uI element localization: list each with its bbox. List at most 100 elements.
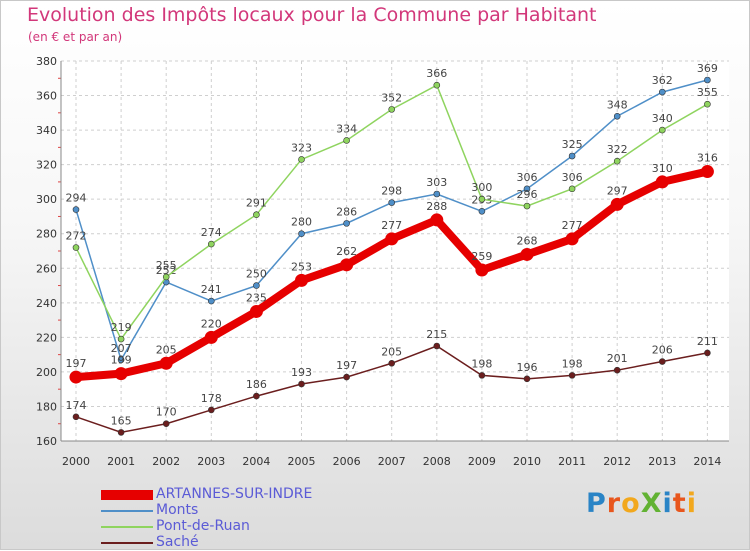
data-point-sach: [72, 413, 80, 421]
x-tick-label: 2001: [107, 455, 135, 468]
y-tick-label: 360: [36, 90, 57, 103]
data-point-sach: [478, 372, 486, 379]
logo-letter: r: [606, 488, 622, 519]
legend-label-pont-de-ruan: Pont-de-Ruan: [156, 518, 250, 534]
data-label-pont-de-ruan: 291: [246, 197, 267, 210]
data-point-sach: [523, 375, 531, 383]
data-point-artannes-sur-indre: [655, 175, 669, 189]
x-tick-label: 2013: [648, 455, 676, 468]
data-label-monts: 303: [426, 176, 447, 189]
legend-label-sach: Saché: [156, 534, 199, 550]
data-label-sach: 211: [697, 335, 718, 348]
logo-letter: i: [662, 488, 673, 519]
data-label-monts: 294: [66, 192, 87, 205]
data-label-sach: 198: [471, 357, 492, 370]
y-tick-label: 280: [36, 228, 57, 241]
data-point-monts: [704, 76, 711, 84]
data-point-pont-de-ruan: [253, 211, 260, 219]
data-point-monts: [343, 220, 350, 227]
data-label-artannes-sur-indre: 235: [246, 291, 267, 304]
data-point-monts: [433, 190, 441, 198]
data-label-artannes-sur-indre: 277: [381, 219, 402, 232]
data-label-artannes-sur-indre: 253: [291, 260, 312, 273]
x-tick-label: 2007: [378, 455, 406, 468]
data-point-sach: [388, 359, 396, 367]
logo-letter: i: [686, 488, 697, 519]
data-label-monts: 280: [291, 216, 312, 229]
legend-label-artannes-sur-indre: ARTANNES-SUR-INDRE: [156, 486, 313, 502]
y-tick-label: 320: [36, 159, 57, 172]
x-tick-label: 2003: [197, 455, 225, 468]
data-label-monts: 250: [246, 268, 267, 281]
data-point-sach: [433, 342, 441, 350]
data-label-pont-de-ruan: 272: [66, 230, 87, 243]
data-label-artannes-sur-indre: 199: [111, 354, 132, 367]
y-tick-label: 300: [36, 193, 57, 206]
data-point-artannes-sur-indre: [340, 258, 354, 272]
data-label-monts: 306: [517, 171, 538, 184]
data-point-monts: [72, 206, 80, 213]
data-label-pont-de-ruan: 323: [291, 141, 312, 154]
data-label-monts: 286: [336, 205, 357, 218]
data-label-artannes-sur-indre: 277: [562, 219, 583, 232]
data-point-pont-de-ruan: [162, 273, 170, 281]
data-label-sach: 205: [381, 345, 402, 358]
data-point-sach: [208, 406, 215, 414]
data-point-monts: [568, 152, 576, 160]
data-point-monts: [117, 356, 125, 364]
data-point-monts: [298, 230, 305, 238]
logo-letter: X: [640, 488, 663, 519]
data-label-pont-de-ruan: 322: [607, 143, 628, 156]
data-label-pont-de-ruan: 355: [697, 86, 718, 99]
data-label-sach: 198: [562, 357, 583, 370]
data-point-monts: [208, 297, 215, 305]
data-point-sach: [613, 366, 621, 374]
plot-area: [61, 61, 729, 441]
legend-label-monts: Monts: [156, 502, 199, 518]
data-label-artannes-sur-indre: 220: [201, 317, 222, 330]
data-label-artannes-sur-indre: 310: [652, 162, 673, 175]
data-point-pont-de-ruan: [613, 157, 621, 165]
data-label-sach: 206: [652, 344, 673, 357]
logo-letter: P: [586, 488, 607, 519]
x-tick-label: 2002: [152, 455, 180, 468]
data-point-sach: [658, 358, 666, 365]
data-point-sach: [162, 420, 170, 428]
data-point-monts: [253, 282, 260, 289]
data-label-artannes-sur-indre: 268: [517, 234, 538, 247]
y-tick-label: 200: [36, 366, 57, 379]
data-label-artannes-sur-indre: 297: [607, 184, 628, 197]
x-tick-label: 2010: [513, 455, 541, 468]
data-label-monts: 325: [562, 138, 583, 151]
x-tick-label: 2005: [288, 455, 316, 468]
y-tick-label: 380: [36, 55, 57, 68]
data-point-artannes-sur-indre: [159, 356, 173, 370]
data-point-pont-de-ruan: [72, 244, 80, 251]
data-label-sach: 196: [517, 361, 538, 374]
data-point-sach: [298, 380, 305, 388]
data-label-monts: 298: [381, 185, 402, 198]
data-label-sach: 201: [607, 352, 628, 365]
logo-letter: t: [672, 488, 687, 519]
data-label-monts: 348: [607, 98, 628, 111]
data-label-pont-de-ruan: 219: [111, 321, 132, 334]
data-label-sach: 178: [201, 392, 222, 405]
data-label-pont-de-ruan: 300: [471, 181, 492, 194]
data-point-artannes-sur-indre: [295, 273, 308, 287]
data-point-pont-de-ruan: [388, 106, 396, 113]
data-label-pont-de-ruan: 334: [336, 122, 357, 135]
data-point-artannes-sur-indre: [520, 247, 534, 261]
data-point-monts: [523, 185, 531, 193]
data-point-monts: [613, 112, 621, 120]
data-point-pont-de-ruan: [568, 185, 576, 193]
logo-letter: o: [621, 488, 641, 519]
data-label-artannes-sur-indre: 259: [471, 250, 492, 263]
data-label-monts: 369: [697, 62, 718, 75]
data-point-pont-de-ruan: [433, 81, 441, 89]
y-tick-label: 180: [36, 400, 57, 413]
chart-subtitle: (en € et par an): [28, 30, 123, 44]
data-label-sach: 165: [111, 414, 132, 427]
x-tick-label: 2000: [62, 455, 90, 468]
